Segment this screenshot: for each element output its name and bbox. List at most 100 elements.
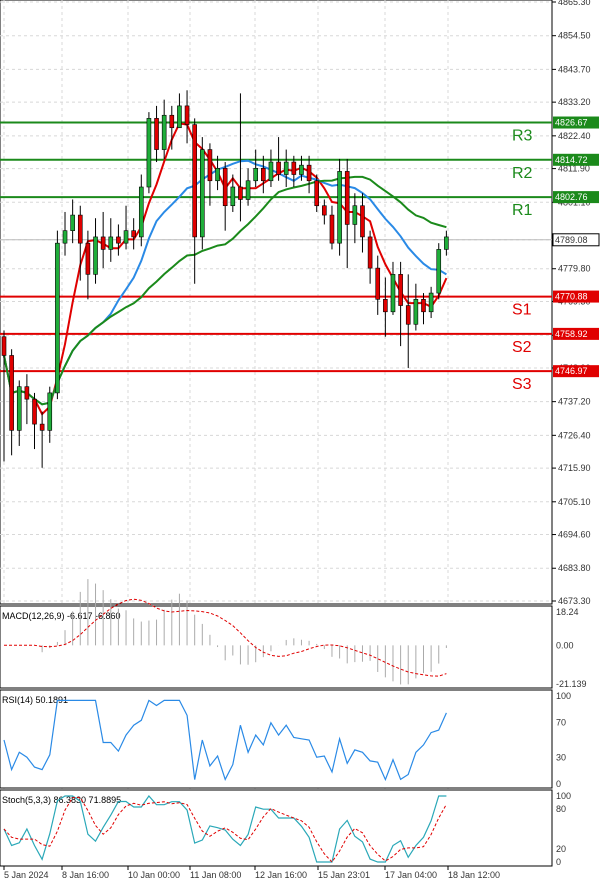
price-tick-label: 4779.80 (558, 264, 591, 274)
candle-up (146, 118, 152, 188)
candle-up (62, 230, 68, 244)
candle-down (222, 167, 228, 207)
time-tick-label: 17 Jan 04:00 (385, 870, 437, 880)
candle-up (70, 214, 75, 231)
current-price-text: 4789.08 (555, 235, 588, 245)
candle-down (360, 205, 365, 238)
candle-up (215, 167, 220, 182)
rsi-tick-label: 30 (556, 753, 566, 763)
candle-down (1, 336, 7, 356)
macd-tick-label: 0.00 (556, 640, 574, 650)
stoch-d-line (3, 797, 447, 863)
candle-down (329, 214, 335, 244)
stoch-panel: Stoch(5,3,3) 86.3830 71.8895 100 80 20 0 (0, 789, 571, 867)
rsi-tick-label: 0 (556, 779, 561, 789)
rsi-label: RSI(14) 50.1891 (2, 695, 68, 705)
stoch-tick-label: 100 (556, 791, 571, 801)
level-price-text: 4770.88 (555, 292, 588, 302)
price-panel: R3 R2 R1 S1 S2 S3 (0, 0, 553, 866)
candle-up (16, 386, 22, 431)
candle-down (77, 214, 83, 244)
candle-down (276, 161, 281, 175)
level-label-s2: S2 (512, 339, 532, 356)
candle-up (123, 230, 129, 244)
price-tick-label: 4673.30 (558, 596, 591, 606)
macd-tick-label: 18.24 (556, 607, 579, 617)
price-tick-label: 4715.90 (558, 463, 591, 473)
level-label-r2: R2 (512, 165, 533, 182)
level-label-r3: R3 (512, 128, 533, 145)
candle-down (291, 161, 297, 175)
macd-label: MACD(12,26,9) -6.617 -6.860 (2, 611, 121, 621)
candle-up (138, 186, 144, 238)
stoch-k-line (3, 795, 447, 863)
candle-down (421, 299, 426, 313)
candle-up (444, 236, 449, 250)
rsi-tick-label: 100 (556, 691, 571, 701)
level-price-tag (553, 365, 599, 378)
price-tick-label: 4726.40 (558, 430, 591, 440)
candle-down (24, 386, 30, 400)
level-price-tag (553, 290, 599, 303)
candle-up (177, 105, 182, 129)
candle-up (390, 274, 396, 313)
candle-down (154, 118, 159, 150)
current-price-tag (552, 233, 600, 247)
candle-down (314, 180, 320, 207)
candle-down (344, 171, 350, 225)
stoch-label: Stoch(5,3,3) 86.3830 71.8895 (2, 795, 121, 805)
level-label-r1: R1 (512, 202, 533, 219)
candle-up (283, 161, 289, 175)
level-price-tag (553, 327, 599, 340)
candle-down (322, 205, 327, 216)
candle-down (184, 105, 190, 125)
level-price-text: 4814.72 (555, 155, 588, 165)
candle-down (116, 236, 121, 244)
candle-up (268, 161, 274, 182)
level-price-tag (553, 191, 599, 204)
candle-down (169, 114, 175, 129)
candle-up (428, 292, 434, 313)
time-tick-label: 15 Jan 23:01 (318, 870, 370, 880)
candle-down (32, 398, 37, 425)
time-tick-label: 18 Jan 12:00 (448, 870, 500, 880)
level-price-tag (553, 153, 599, 166)
price-axis: 4865.30 4854.50 4843.70 4833.20 4822.40 4811.… (552, 0, 600, 606)
candle-down (100, 236, 106, 250)
level-price-text: 4746.97 (555, 366, 588, 376)
candle-up (230, 186, 236, 207)
candle-up (436, 249, 442, 294)
rsi-line (3, 699, 447, 782)
macd-panel: MACD(12,26,9) -6.617 -6.860 18.24 0.00 -21… (0, 579, 587, 689)
candle-down (131, 230, 136, 238)
price-tick-label: 4683.80 (558, 563, 591, 573)
candle-down (405, 305, 411, 325)
price-tick-label: 4737.20 (558, 397, 591, 407)
candle-up (200, 149, 205, 238)
time-tick-label: 8 Jan 16:00 (62, 870, 109, 880)
candle-down (39, 423, 45, 431)
candle-down (367, 236, 373, 269)
macd-tick-label: -21.139 (556, 679, 587, 689)
stoch-tick-label: 20 (556, 844, 566, 854)
level-price-text: 4826.67 (555, 118, 588, 128)
rsi-tick-label: 70 (556, 717, 566, 727)
level-price-text: 4758.92 (555, 329, 588, 339)
stoch-tick-label: 0 (556, 857, 561, 867)
time-axis: 5 Jan 2024 8 Jan 16:00 10 Jan 00:00 11 Jan … (3, 866, 500, 880)
time-tick-label: 12 Jan 16:00 (255, 870, 307, 880)
level-price-text: 4802.76 (555, 192, 588, 202)
candle-down (306, 164, 312, 182)
candle-up (245, 180, 251, 200)
stoch-tick-label: 80 (556, 804, 566, 814)
candle-up (413, 299, 419, 325)
candle-up (47, 392, 53, 431)
candle-up (93, 236, 98, 275)
level-label-s1: S1 (512, 302, 532, 319)
ma-slow-line (3, 175, 447, 406)
candle-down (207, 149, 213, 182)
time-tick-label: 5 Jan 2024 (4, 870, 49, 880)
candle-up (352, 205, 358, 225)
candle-down (85, 242, 91, 275)
macd-signal-line (4, 598, 447, 677)
